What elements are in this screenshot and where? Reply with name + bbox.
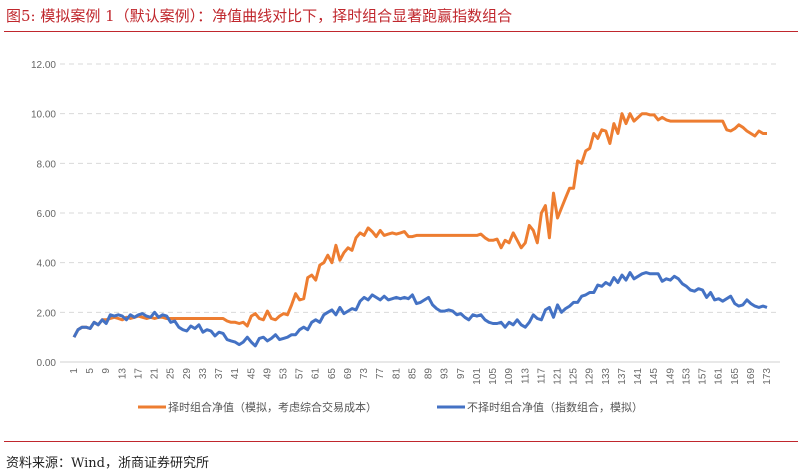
x-tick-label: 169 [746, 368, 757, 385]
y-tick-label: 10.00 [31, 110, 56, 121]
y-tick-label: 4.00 [37, 259, 57, 270]
x-tick-label: 165 [730, 368, 741, 385]
line-chart: 0.00 2.00 4.00 6.00 8.00 10.00 12.00 1 5 9 13 17 21 2… [31, 60, 780, 414]
y-tick-label: 8.00 [37, 159, 57, 170]
source-divider [4, 441, 798, 442]
x-tick-label: 37 [214, 368, 225, 380]
x-tick-label: 81 [391, 368, 402, 380]
x-tick-label: 137 [617, 368, 628, 385]
x-tick-label: 69 [343, 368, 354, 380]
x-tick-label: 77 [375, 368, 386, 380]
x-tick-label: 97 [456, 368, 467, 380]
x-tick-label: 93 [440, 368, 451, 380]
x-tick-label: 101 [472, 368, 483, 385]
x-tick-label: 161 [714, 368, 725, 385]
x-tick-label: 53 [279, 368, 290, 380]
legend-label: 择时组合净值（模拟，考虑综合交易成本） [168, 400, 377, 414]
title-divider [4, 31, 798, 32]
series-line-timing [72, 112, 767, 338]
x-tick-label: 5 [85, 368, 96, 374]
x-tick-label: 153 [681, 368, 692, 385]
x-tick-label: 1 [69, 368, 80, 374]
x-tick-label: 133 [601, 368, 612, 385]
x-tick-label: 45 [246, 368, 257, 380]
x-tick-label: 145 [649, 368, 660, 385]
x-tick-label: 49 [262, 368, 273, 380]
source-note: 资料来源：Wind，浙商证券研究所 [6, 456, 209, 471]
x-tick-label: 89 [424, 368, 435, 380]
y-tick-label: 2.00 [37, 308, 57, 319]
x-tick-label: 21 [150, 368, 161, 380]
x-tick-label: 113 [520, 368, 531, 384]
x-tick-label: 105 [488, 368, 499, 385]
y-tick-label: 12.00 [31, 60, 56, 71]
x-tick-label: 29 [182, 368, 193, 380]
legend-label: 不择时组合净值（指数组合，模拟） [467, 400, 643, 414]
y-tick-label: 0.00 [37, 358, 57, 369]
x-tick-label: 73 [359, 368, 370, 380]
x-tick-label: 17 [133, 368, 144, 380]
series-line-index [72, 271, 768, 348]
x-tick-label: 125 [569, 368, 580, 385]
x-tick-label: 41 [230, 368, 241, 380]
figure-title: 图5: 模拟案例 1（默认案例）：净值曲线对比下，择时组合显著跑赢指数组合 [6, 7, 513, 25]
y-tick-label: 6.00 [37, 209, 57, 220]
x-tick-label: 65 [327, 368, 338, 380]
x-tick-label: 9 [101, 368, 112, 374]
x-tick-label: 25 [166, 368, 177, 380]
x-tick-label: 61 [311, 368, 322, 380]
x-tick-label: 85 [407, 368, 418, 380]
x-tick-label: 173 [762, 368, 773, 385]
x-tick-label: 121 [552, 368, 563, 385]
x-tick-label: 149 [665, 368, 676, 385]
x-tick-label: 33 [198, 368, 209, 380]
x-tick-label: 129 [585, 368, 596, 385]
x-tick-label: 141 [633, 368, 644, 385]
x-tick-label: 57 [295, 368, 306, 380]
x-tick-label: 117 [536, 368, 547, 384]
x-tick-label: 13 [117, 368, 128, 380]
x-tick-label: 109 [504, 368, 515, 385]
x-tick-label: 157 [698, 368, 709, 385]
